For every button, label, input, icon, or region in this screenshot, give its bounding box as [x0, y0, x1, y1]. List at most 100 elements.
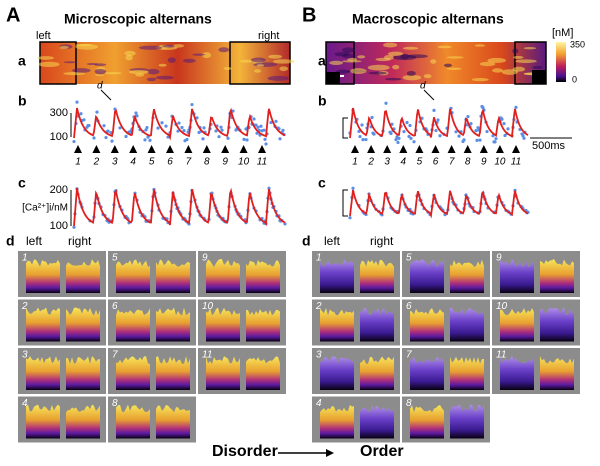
- image-texture: [474, 44, 486, 47]
- trace-point: [474, 128, 478, 133]
- trace-point: [402, 130, 406, 134]
- surface-plot: [116, 259, 150, 293]
- image-texture: [515, 59, 537, 64]
- beat-marker: [479, 145, 488, 153]
- trace-point: [156, 126, 160, 130]
- beat-marker: [166, 145, 174, 153]
- panel-number: 1: [22, 253, 28, 264]
- panel-number: 6: [112, 301, 118, 312]
- image-texture: [239, 59, 254, 63]
- trace-line: [73, 107, 286, 141]
- trace-point: [462, 138, 466, 142]
- beat-number: 7: [449, 157, 455, 168]
- trace-point: [135, 114, 139, 118]
- trace-point: [226, 136, 230, 140]
- beat-number: 9: [222, 157, 228, 168]
- trace-point: [72, 225, 76, 229]
- trace-point: [106, 129, 110, 133]
- footer-label: Order: [360, 443, 404, 460]
- surface-plot: [540, 356, 574, 390]
- image-texture: [125, 54, 133, 61]
- image-mask: [532, 70, 546, 84]
- beat-number: 6: [167, 157, 173, 168]
- trace-point: [95, 110, 99, 114]
- trace-point: [242, 137, 246, 141]
- trace-point: [263, 137, 267, 141]
- surface-plot: [360, 405, 394, 439]
- trace-point: [145, 125, 149, 130]
- region-label: right: [68, 234, 92, 248]
- surface-plot: [156, 405, 190, 439]
- panel-number: 11: [496, 350, 506, 361]
- panel-title: Macroscopic alternans: [352, 11, 504, 27]
- image-texture: [384, 54, 395, 60]
- trace-point: [361, 138, 365, 142]
- surface-plot: [66, 259, 100, 293]
- surface-plot: [410, 404, 444, 439]
- trace-point: [72, 139, 76, 144]
- beat-number: 4: [130, 157, 136, 168]
- trace-point: [394, 137, 398, 142]
- image-texture: [392, 64, 400, 70]
- y-axis-label: [Ca²⁺]i/nM: [22, 203, 68, 214]
- trace-point: [390, 122, 394, 126]
- surface-plot: [246, 356, 280, 390]
- trace-point: [407, 134, 411, 139]
- trace-point: [351, 186, 355, 190]
- surface-plot: [206, 356, 240, 390]
- panel-letter: A: [6, 4, 20, 26]
- image-texture: [487, 57, 506, 63]
- trace-point: [82, 118, 86, 122]
- colorbar: [556, 42, 566, 82]
- trace-point: [143, 138, 147, 142]
- trace-point: [434, 128, 438, 133]
- beat-marker: [351, 145, 359, 153]
- image-texture: [446, 67, 462, 70]
- beat-marker: [184, 145, 193, 153]
- image-texture: [383, 42, 398, 48]
- trace-point: [87, 123, 91, 128]
- image-texture: [94, 68, 107, 75]
- annotation-arrow: [100, 89, 112, 101]
- image-texture: [437, 45, 452, 49]
- trace-point: [432, 108, 436, 112]
- trace-point: [485, 129, 489, 134]
- trace-point: [357, 129, 361, 133]
- beat-number: 2: [93, 157, 100, 168]
- trace-point: [217, 135, 221, 139]
- trace-point: [396, 140, 400, 145]
- trace-line: [73, 187, 286, 227]
- image-texture: [402, 46, 419, 50]
- beat-number: 8: [204, 157, 210, 168]
- trace-point: [521, 134, 525, 138]
- surface-plot: [410, 308, 444, 342]
- surface-plot: [156, 307, 190, 342]
- annotation: d: [97, 81, 103, 92]
- image-texture: [334, 52, 350, 57]
- image-texture: [138, 45, 163, 50]
- beat-marker: [431, 145, 440, 153]
- trace-point: [124, 134, 128, 139]
- subpanel-label: d: [302, 233, 311, 249]
- trace-point: [454, 130, 458, 134]
- scale-label: 500ms: [532, 140, 566, 152]
- trace-point: [372, 132, 376, 136]
- trace-point: [438, 134, 442, 138]
- panel-number: 10: [202, 301, 214, 312]
- image-texture: [446, 56, 464, 59]
- trace-point: [92, 136, 96, 140]
- image-texture: [135, 73, 145, 77]
- trace-point: [176, 129, 180, 133]
- image-texture: [267, 75, 290, 81]
- trace-point: [219, 125, 223, 129]
- trace-point: [75, 100, 79, 104]
- beat-marker: [415, 145, 424, 153]
- trace-point: [457, 134, 461, 138]
- trace-point: [104, 135, 108, 140]
- surface-plot: [360, 356, 394, 390]
- surface-plot: [116, 308, 150, 342]
- trace-point: [180, 125, 184, 130]
- image-texture: [75, 43, 93, 47]
- image-mask: [326, 72, 340, 84]
- image-texture: [513, 55, 524, 59]
